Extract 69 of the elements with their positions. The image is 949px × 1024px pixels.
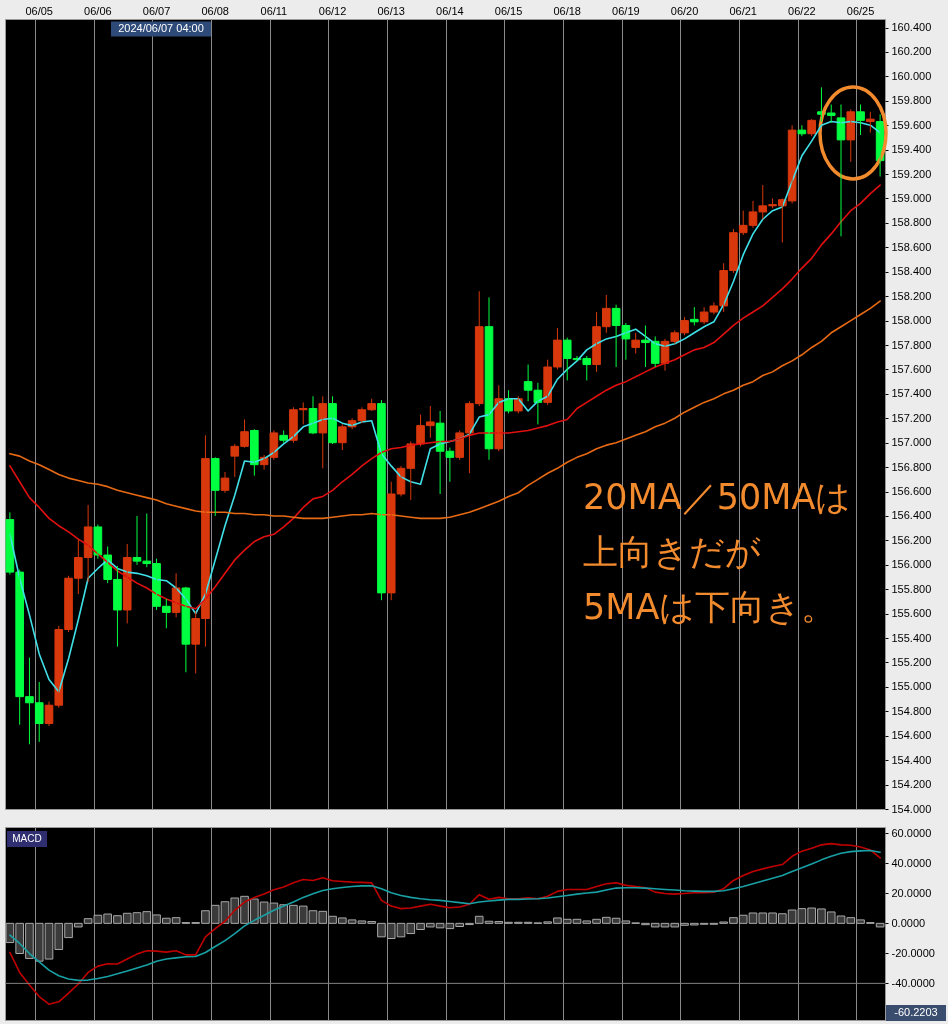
candlestick (856, 103, 865, 136)
x-tick-label: 06/12 (318, 4, 347, 17)
candlestick (318, 395, 328, 469)
annotation: 2024/06/07 04:00 (118, 22, 204, 34)
y-tick-label: 157.400 (891, 387, 932, 400)
y-tick-label: 157.600 (891, 362, 932, 375)
y-tick-label: -40.0000 (891, 976, 935, 989)
y-tick-label: 158.000 (891, 314, 932, 327)
x-tick-label: 06/21 (729, 4, 757, 17)
text: -60.2203 (894, 1006, 938, 1018)
y-tick-label: 159.600 (891, 118, 932, 131)
y-tick-label: 155.800 (891, 582, 932, 595)
y-tick-label: 154.200 (891, 778, 932, 791)
candlestick (866, 111, 875, 134)
x-tick-label: 06/06 (84, 4, 112, 17)
candlestick (797, 124, 807, 137)
y-tick-label: 154.600 (891, 729, 932, 742)
y-tick-label: 155.000 (891, 680, 932, 693)
y-tick-label: -20.0000 (891, 946, 935, 959)
x-tick-label: 06/11 (260, 4, 288, 17)
y-tick-label: 158.800 (891, 216, 932, 229)
y-tick-label: 157.000 (891, 436, 932, 449)
y-tick-label: 156.200 (891, 533, 932, 546)
x-tick-label: 06/08 (201, 4, 229, 17)
line-series (9, 849, 881, 982)
x-tick-label: 06/13 (377, 4, 405, 17)
x-tick-label: 06/15 (494, 4, 523, 17)
y-tick-label: 156.000 (891, 558, 932, 571)
y-tick-label: 154.800 (891, 704, 932, 717)
candlestick (631, 332, 640, 355)
y-tick-label: 155.600 (891, 607, 932, 620)
y-tick-label: 157.800 (891, 338, 932, 351)
candlestick (279, 429, 288, 444)
y-tick-label: 154.000 (891, 802, 932, 815)
y-tick-label: 156.400 (891, 509, 932, 522)
candlestick (807, 118, 816, 137)
y-tick-label: 159.400 (891, 143, 932, 156)
y-tick-label: 155.400 (891, 631, 932, 644)
y-tick-label: 155.200 (891, 655, 932, 668)
y-tick-label: 159.000 (891, 191, 932, 204)
x-tick-label: 06/14 (436, 4, 464, 17)
candlestick (210, 456, 220, 517)
y-tick-label: 60.0000 (891, 826, 932, 839)
x-tick-label: 06/07 (142, 4, 171, 17)
x-tick-label: 06/22 (788, 4, 816, 17)
y-tick-label: 160.000 (891, 69, 932, 82)
y-tick-label: 40.0000 (891, 856, 932, 869)
y-tick-label: 0.0000 (891, 916, 926, 929)
y-tick-label: 20.0000 (891, 886, 932, 899)
y-tick-label: 160.400 (891, 21, 932, 34)
y-tick-label: 159.200 (891, 167, 932, 180)
line-series (9, 842, 881, 1006)
x-tick-label: 06/19 (612, 4, 640, 17)
y-tick-label: 154.400 (891, 753, 932, 766)
y-tick-label: 158.200 (891, 289, 932, 302)
text: MACD (12, 833, 42, 844)
y-tick-label: 156.800 (891, 460, 932, 473)
line-series (9, 300, 881, 520)
x-tick-label: 06/18 (553, 4, 581, 17)
x-tick-label: 06/25 (846, 4, 875, 17)
x-tick-label: 06/20 (670, 4, 699, 17)
y-tick-label: 158.400 (891, 265, 932, 278)
y-tick-label: 157.200 (891, 411, 932, 424)
candlestick (846, 108, 856, 163)
y-tick-label: 158.600 (891, 240, 932, 253)
x-tick-label: 06/05 (25, 4, 53, 17)
y-tick-label: 159.800 (891, 94, 932, 107)
y-tick-label: 160.200 (891, 45, 932, 58)
y-tick-label: 156.600 (891, 485, 932, 498)
